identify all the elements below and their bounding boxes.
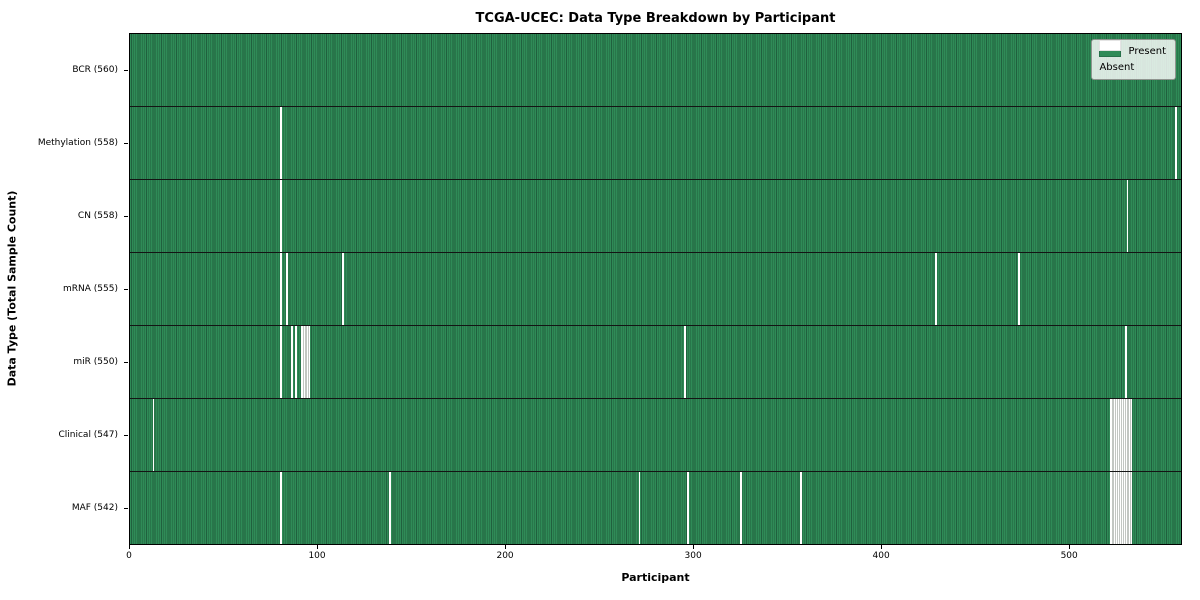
absent-cell (1109, 399, 1112, 471)
y-tick-label: mRNA (555) (63, 284, 118, 294)
absent-cell (1111, 399, 1114, 471)
x-tick-mark (505, 545, 507, 549)
y-tick-label: CN (558) (77, 210, 118, 221)
absent-cell (342, 253, 344, 325)
absent-cell (280, 180, 283, 252)
y-tick-mark (124, 362, 128, 364)
y-tick-label: Methylation (558) (37, 137, 118, 148)
legend-label-present: Present (1128, 46, 1166, 57)
x-tick-label: 100 (308, 551, 326, 561)
absent-cell (304, 326, 307, 398)
absent-cell (1122, 399, 1125, 471)
y-tick-mark (124, 215, 128, 217)
absent-cell (687, 472, 690, 544)
absent-cell (388, 472, 391, 544)
chart-title: TCGA-UCEC: Data Type Breakdown by Partic… (475, 11, 836, 26)
y-tick-label: Clinical (547) (58, 430, 118, 441)
absent-cell (1130, 472, 1133, 544)
y-tick-label: MAF (542) (71, 503, 118, 514)
x-tick-mark (693, 545, 695, 549)
absent-swatch-icon (1099, 40, 1122, 51)
absent-cell (1126, 399, 1129, 471)
x-tick-mark (129, 545, 130, 549)
x-axis-label: Participant (621, 571, 690, 584)
absent-cell (1124, 399, 1127, 471)
absent-cell (280, 107, 283, 179)
absent-cell (1120, 399, 1123, 471)
absent-cell (800, 472, 802, 544)
x-tick-label: 200 (496, 551, 514, 561)
absent-cell (152, 399, 155, 471)
x-tick-label: 300 (684, 551, 702, 561)
absent-cell (1128, 399, 1131, 471)
absent-cell (1126, 472, 1129, 544)
y-tick-mark (124, 435, 128, 437)
absent-cell (1117, 399, 1120, 471)
row-CN (130, 180, 1181, 253)
x-tick-mark (881, 545, 883, 549)
y-tick-mark (124, 142, 128, 144)
absent-cell (280, 472, 283, 544)
row-MAF (130, 472, 1181, 544)
x-tick-label: 500 (1060, 551, 1078, 561)
absent-cell (291, 326, 294, 398)
absent-cell (280, 253, 283, 325)
absent-cell (1175, 107, 1178, 179)
absent-cell (1017, 253, 1020, 325)
absent-cell (1122, 472, 1125, 544)
x-tick-label: 0 (126, 551, 132, 561)
y-tick-label: miR (550) (73, 357, 118, 368)
absent-cell (935, 253, 938, 325)
absent-cell (1109, 472, 1112, 544)
absent-cell (1113, 472, 1116, 544)
absent-cell (302, 326, 305, 398)
row-mRNA (130, 253, 1181, 326)
absent-cell (638, 472, 641, 544)
absent-cell (1117, 472, 1120, 544)
absent-cell (1124, 326, 1127, 398)
x-tick-label: 400 (872, 551, 890, 561)
absent-cell (308, 326, 311, 398)
row-Methylation (130, 107, 1181, 180)
absent-cell (300, 326, 303, 398)
absent-cell (1126, 180, 1129, 252)
legend: Present Absent (1091, 39, 1176, 80)
x-tick-mark (1069, 545, 1071, 549)
absent-cell (280, 326, 283, 398)
absent-cell (1130, 399, 1133, 471)
legend-item-absent: Absent (1099, 40, 1166, 73)
absent-cell (739, 472, 742, 544)
heatmap-rows (130, 34, 1181, 544)
absent-cell (295, 326, 298, 398)
absent-cell (1115, 472, 1118, 544)
absent-cell (1111, 472, 1114, 544)
absent-cell (1113, 399, 1116, 471)
row-BCR (130, 34, 1181, 107)
absent-cell (1120, 472, 1123, 544)
row-Clinical (130, 399, 1181, 472)
absent-cell (1119, 399, 1121, 471)
y-tick-mark (124, 69, 128, 71)
absent-cell (683, 326, 686, 398)
row-miR (130, 326, 1181, 399)
absent-cell (306, 326, 309, 398)
x-tick-mark (317, 545, 319, 549)
legend-label-absent: Absent (1099, 62, 1135, 73)
absent-cell (1128, 472, 1131, 544)
absent-cell (285, 253, 288, 325)
plot-area: Present Absent (129, 33, 1182, 545)
absent-cell (1124, 472, 1127, 544)
y-tick-label: BCR (560) (72, 64, 118, 75)
absent-cell (1115, 399, 1118, 471)
absent-cell (1119, 472, 1121, 544)
y-tick-mark (124, 508, 128, 510)
y-tick-mark (124, 289, 128, 290)
